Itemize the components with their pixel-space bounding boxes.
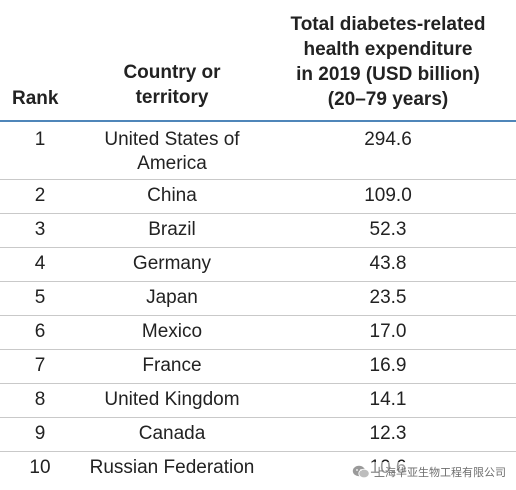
country-cell: Germany [82,252,262,276]
country-cell: Brazil [82,218,262,242]
country-name-line: United States of [104,129,240,150]
country-name-line: Brazil [148,219,196,240]
country-cell: Mexico [82,320,262,344]
table-row: 6 Mexico 17.0 [0,316,516,350]
header-country-line: Country or [123,62,221,83]
expenditure-value-cell: 14.1 [369,389,407,410]
country-name-line: France [142,355,202,376]
expenditure-value-cell: 294.6 [364,129,412,150]
country-name-line: China [147,185,197,206]
country-cell: Russian Federation [82,456,262,480]
country-name-line: Japan [146,287,198,308]
country-name-line: Canada [138,423,206,444]
header-expenditure-line: health expenditure [303,39,473,60]
table-row: 1 United States of America 294.6 [0,122,516,180]
rank-cell: 9 [34,423,46,444]
header-country: Country or territory [96,60,248,110]
watermark-text: 上海华亚生物工程有限公司 [374,466,506,479]
header-expenditure-line: Total diabetes-related [290,14,486,35]
watermark: 上海华亚生物工程有限公司 [348,462,510,482]
header-rank: Rank [12,88,59,109]
expenditure-value-cell: 109.0 [364,185,412,206]
country-cell: Canada [82,422,262,446]
header-country-line: territory [135,87,209,108]
rank-cell: 1 [34,129,46,150]
rank-cell: 10 [29,457,51,478]
rank-cell: 2 [34,185,46,206]
rank-cell: 7 [34,355,46,376]
header-expenditure-line: in 2019 (USD billion) [296,64,480,85]
expenditure-value-cell: 12.3 [369,423,407,444]
country-cell: China [82,184,262,208]
rank-cell: 5 [34,287,46,308]
table-header: Rank Country or territory Total diabetes… [0,0,516,122]
table-row: 4 Germany 43.8 [0,248,516,282]
wechat-icon [352,465,370,479]
country-cell: France [82,354,262,378]
country-name-line: United Kingdom [104,389,240,410]
country-name-line: Germany [132,253,212,274]
country-name-line: Russian Federation [89,457,255,478]
country-cell: United States of America [82,128,262,176]
country-cell: United Kingdom [82,388,262,412]
expenditure-value-cell: 43.8 [369,253,407,274]
expenditure-value-cell: 16.9 [369,355,407,376]
country-name-line: Mexico [141,321,203,342]
country-cell: Japan [82,286,262,310]
table-row: 7 France 16.9 [0,350,516,384]
table-row: 5 Japan 23.5 [0,282,516,316]
header-expenditure-line: (20–79 years) [327,89,449,110]
expenditure-value-cell: 17.0 [369,321,407,342]
header-expenditure: Total diabetes-related health expenditur… [268,12,508,112]
rank-cell: 8 [34,389,46,410]
expenditure-value-cell: 52.3 [369,219,407,240]
rank-cell: 3 [34,219,46,240]
table-row: 9 Canada 12.3 [0,418,516,452]
table-row: 8 United Kingdom 14.1 [0,384,516,418]
rank-cell: 6 [34,321,46,342]
table-row: 3 Brazil 52.3 [0,214,516,248]
table-row: 2 China 109.0 [0,180,516,214]
table-body: 1 United States of America 294.6 2 China 109.0… [0,122,516,485]
country-name-line: America [137,153,207,174]
rank-cell: 4 [34,253,46,274]
expenditure-value-cell: 23.5 [369,287,407,308]
